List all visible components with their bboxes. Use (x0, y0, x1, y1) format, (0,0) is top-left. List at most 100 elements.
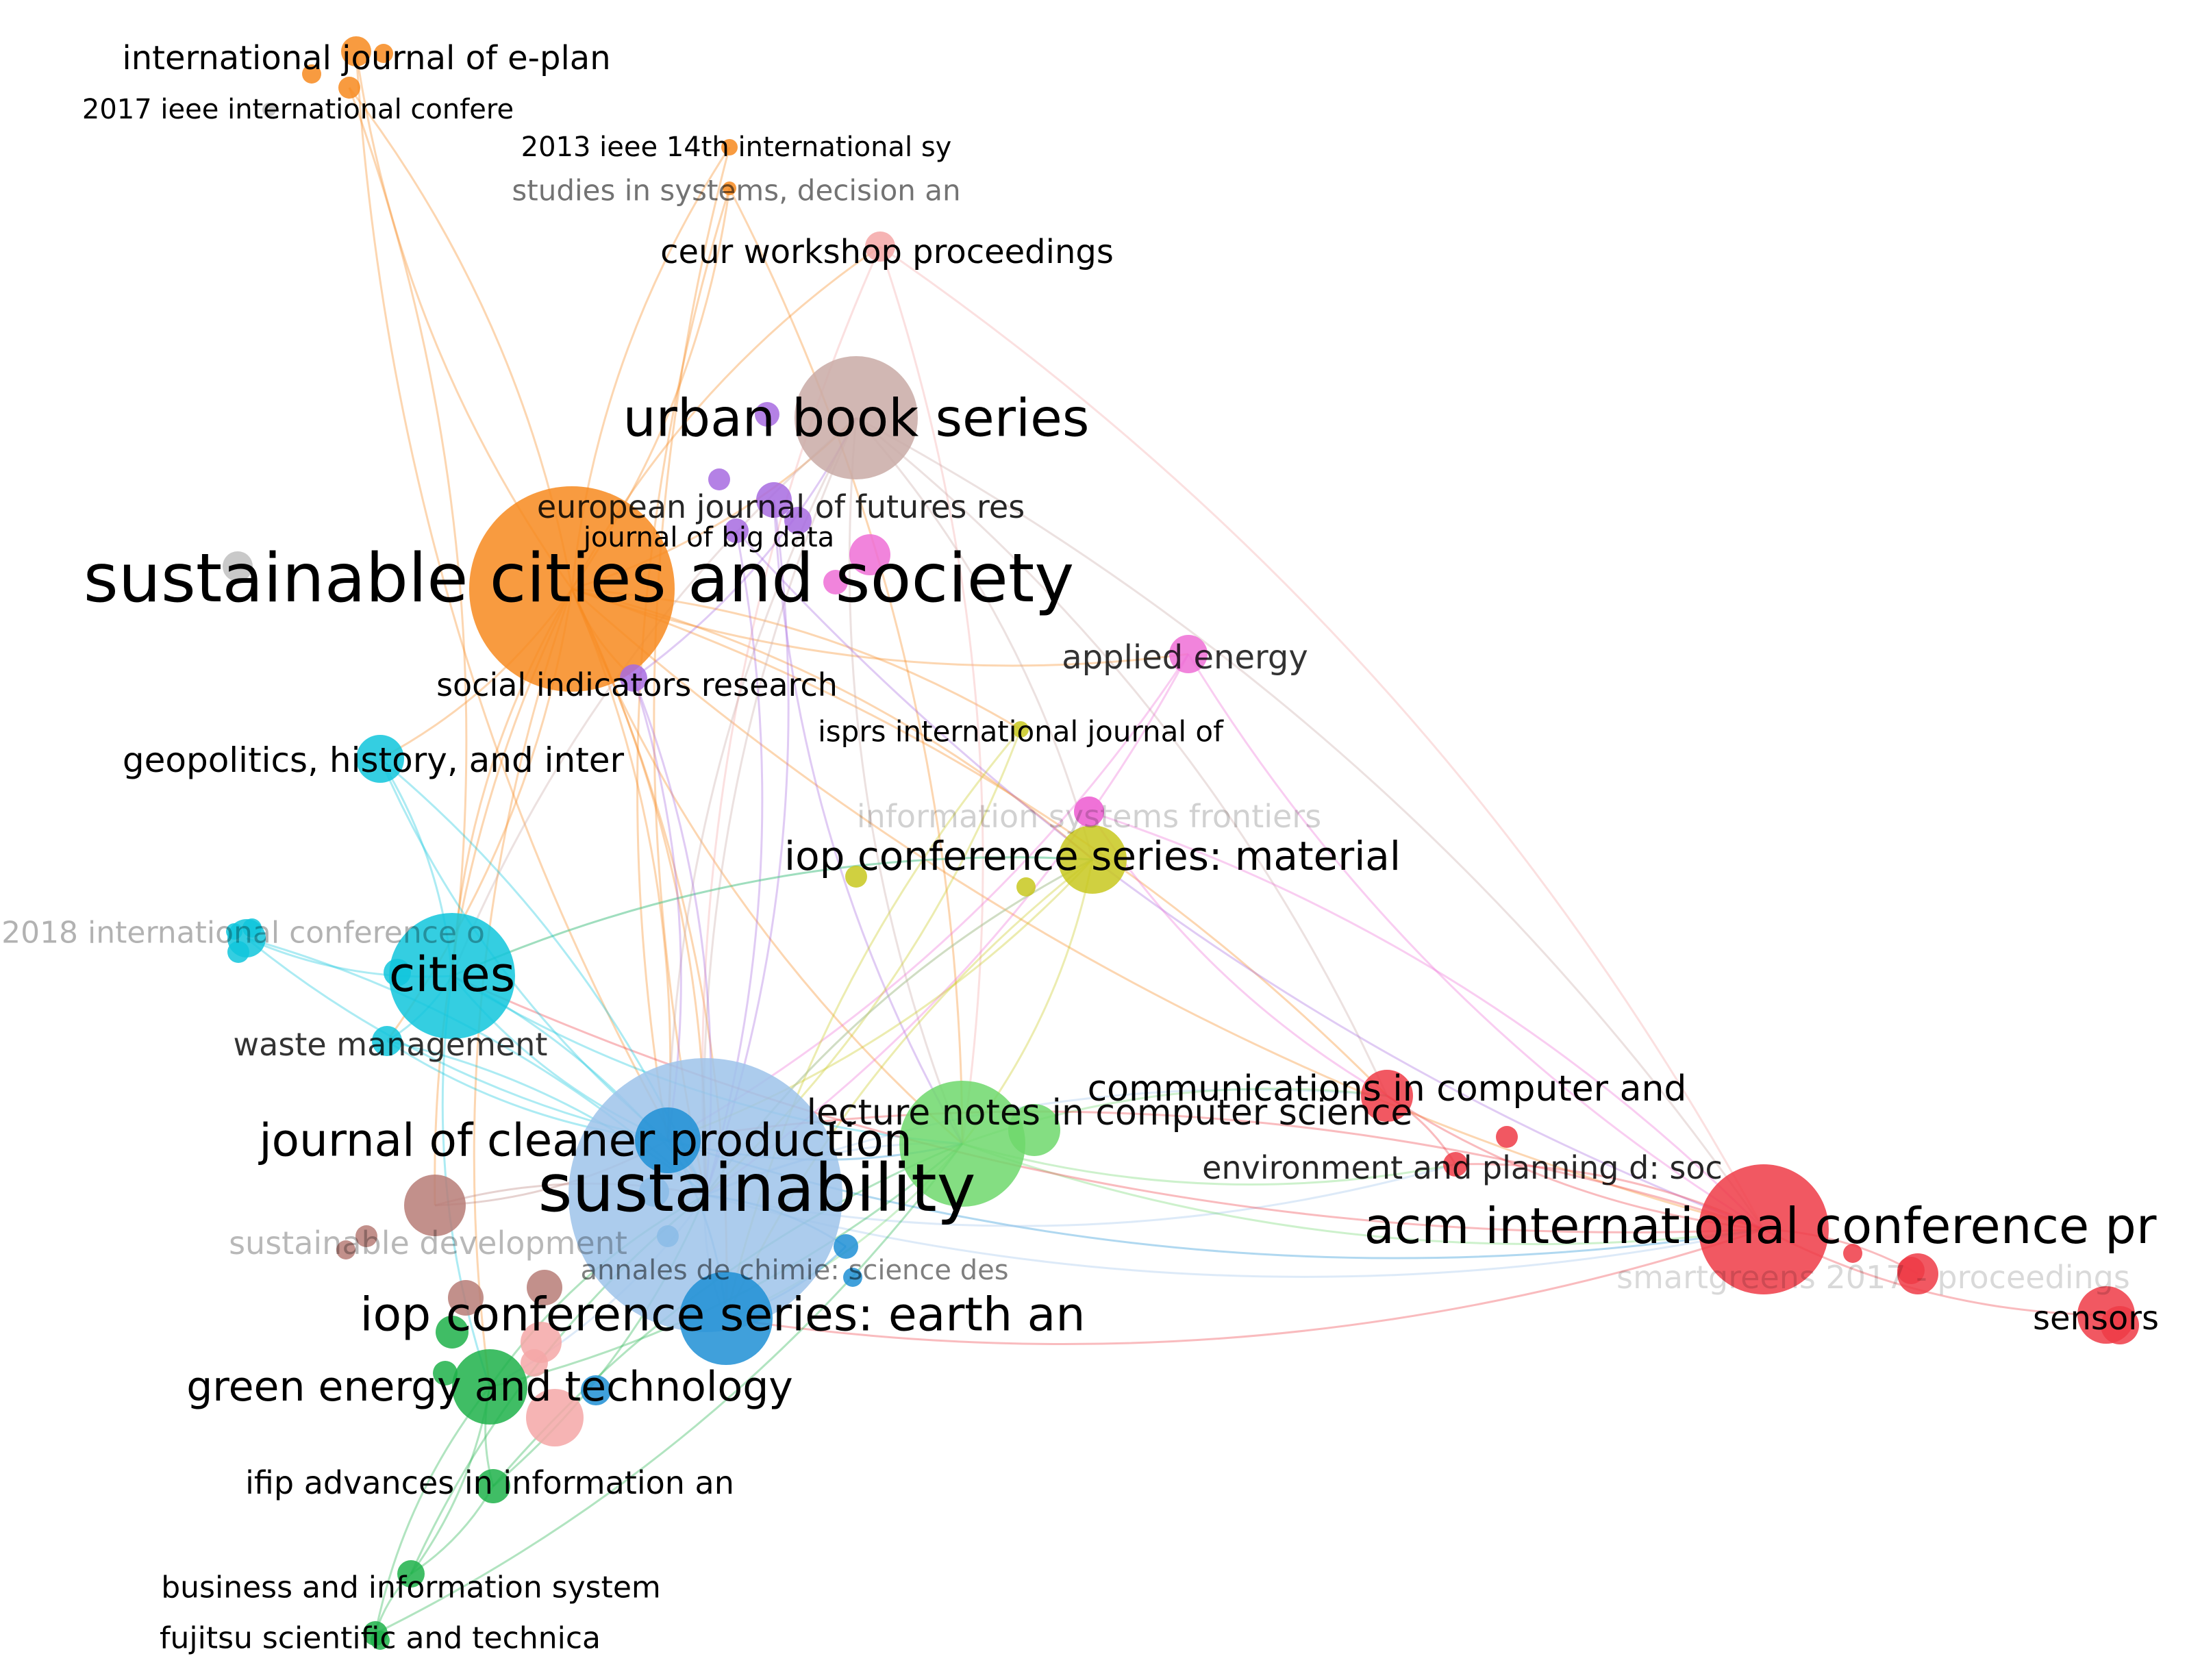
node-label-annales: annales de chimie: science des (580, 1255, 1008, 1286)
node-bubble-iopmat[interactable] (1058, 825, 1127, 894)
node-bubble-scs[interactable] (469, 486, 675, 692)
node-label-sdev: sustainable development (229, 1225, 627, 1262)
node-bubble (262, 103, 276, 116)
node-label-ccis: communications in computer and (1088, 1068, 1687, 1109)
node-label-ceur: ceur workshop proceedings (660, 233, 1114, 271)
node-label-urban: urban book series (623, 388, 1089, 449)
node-bubble (526, 1389, 584, 1446)
link-edge (962, 1142, 1764, 1246)
link-edge (855, 416, 1388, 1096)
node-label-bis: business and information system (161, 1570, 661, 1605)
node-label-geopol: geopolitics, history, and inter (123, 740, 625, 780)
node-bubble-social[interactable] (620, 664, 647, 692)
node-bubble (336, 1240, 355, 1259)
node-bubble-iopearth[interactable] (679, 1272, 773, 1365)
link-edge (855, 417, 1094, 860)
node-label-studies: studies in systems, decision an (512, 174, 960, 208)
node-bubble-annales[interactable] (834, 1234, 858, 1259)
node-bubble-ceur[interactable] (865, 231, 895, 262)
node-bubble (849, 534, 890, 575)
node-label-cities: cities (389, 946, 515, 1003)
link-edge (451, 856, 1093, 977)
node-bubble-smartgreens[interactable] (1897, 1253, 1938, 1294)
node-label-applied: applied energy (1062, 638, 1308, 677)
node-bubble-cities[interactable] (389, 913, 515, 1039)
node-bubble (448, 1280, 484, 1316)
node-bubble (521, 1349, 548, 1377)
node-bubble-isf[interactable] (1074, 797, 1104, 827)
node-bubble (374, 44, 393, 63)
node-bubble-bis[interactable] (397, 1560, 425, 1588)
node-bubble (823, 570, 848, 594)
node-bubble-isprs[interactable] (1012, 721, 1029, 738)
link-edge (848, 417, 964, 1144)
link-edge (375, 1143, 964, 1635)
link-edge (879, 246, 984, 1144)
node-label-lncs: lecture notes in computer science (807, 1092, 1413, 1133)
link-edge (773, 499, 964, 1144)
link-edge (1187, 653, 1764, 1231)
node-bubble (708, 468, 730, 490)
link-edge (571, 588, 1388, 1097)
node-bubble (436, 1316, 468, 1349)
node-bubble (223, 551, 253, 581)
link-edge (879, 245, 1765, 1230)
node-bubble-applied[interactable] (1169, 635, 1208, 673)
node-bubble-conf2018[interactable] (227, 919, 266, 957)
node-bubble-urban[interactable] (795, 356, 918, 479)
nodes-layer (223, 36, 2139, 1650)
node-bubble-lncs[interactable] (899, 1081, 1025, 1207)
node-bubble-ieee13[interactable] (721, 139, 738, 155)
link-edge (667, 1110, 1764, 1231)
node-bubble-acm[interactable] (1699, 1164, 1829, 1294)
node-label-smartgreens: smartgreens 2017 - proceedings (1616, 1259, 2130, 1296)
node-bubble-ejfr[interactable] (756, 482, 792, 518)
node-bubble (302, 64, 321, 84)
node-bubble-sdev[interactable] (404, 1175, 466, 1236)
node-bubble (355, 1225, 377, 1247)
node-bubble-sust[interactable] (568, 1058, 842, 1332)
node-bubble (1496, 1126, 1518, 1148)
link-edge (735, 529, 1764, 1231)
link-edge (348, 87, 468, 977)
node-label-scs: sustainable cities and society (84, 540, 1075, 618)
node-bubble (581, 1375, 611, 1405)
node-label-sust: sustainability (538, 1150, 975, 1227)
node-label-ije: international journal of e-plan (122, 39, 610, 77)
node-label-epd: environment and planning d: soc (1202, 1149, 1723, 1186)
node-bubble-ifip[interactable] (476, 1469, 510, 1503)
node-bubble-greenet[interactable] (452, 1349, 527, 1425)
link-edge (451, 975, 1764, 1233)
node-label-ieee17: 2017 ieee international confere (82, 94, 514, 125)
link-edge (728, 188, 964, 1144)
node-bubble-jcp[interactable] (635, 1107, 701, 1173)
node-bubble-sensors[interactable] (2077, 1286, 2135, 1344)
node-bubble-waste[interactable] (372, 1026, 402, 1056)
link-edge (451, 856, 1093, 977)
node-label-ieee13: 2013 ieee 14th international sy (521, 131, 952, 163)
node-bubble-bigdata[interactable] (724, 518, 749, 543)
node-bubble (843, 1268, 862, 1287)
node-bubble (433, 1361, 458, 1386)
node-bubble (1016, 877, 1036, 897)
node-bubble (1843, 1244, 1862, 1263)
node-label-sensors: sensors (2033, 1299, 2159, 1338)
node-bubble-geopol[interactable] (356, 735, 404, 783)
node-label-fujitsu: fujitsu scientific and technica (160, 1621, 601, 1656)
node-bubble-ije[interactable] (341, 36, 371, 66)
node-label-isf: information systems frontiers (857, 798, 1321, 835)
link-edge (355, 51, 707, 1196)
node-bubble-epd[interactable] (1443, 1152, 1468, 1177)
labels-layer: sustainable cities and society internatio… (1, 39, 2159, 1656)
node-bubble-ccis[interactable] (1361, 1070, 1413, 1122)
node-bubble-studies[interactable] (723, 181, 736, 195)
link-edge (962, 1142, 1456, 1186)
node-bubble-fujitsu[interactable] (363, 1621, 388, 1646)
node-label-ejfr: european journal of futures res (537, 488, 1025, 525)
link-edge (725, 1228, 1764, 1346)
node-label-ifip: ifip advances in information an (245, 1464, 734, 1501)
node-bubble (527, 1270, 562, 1305)
node-bubble (755, 402, 779, 427)
node-bubble-ieee17[interactable] (338, 77, 360, 99)
